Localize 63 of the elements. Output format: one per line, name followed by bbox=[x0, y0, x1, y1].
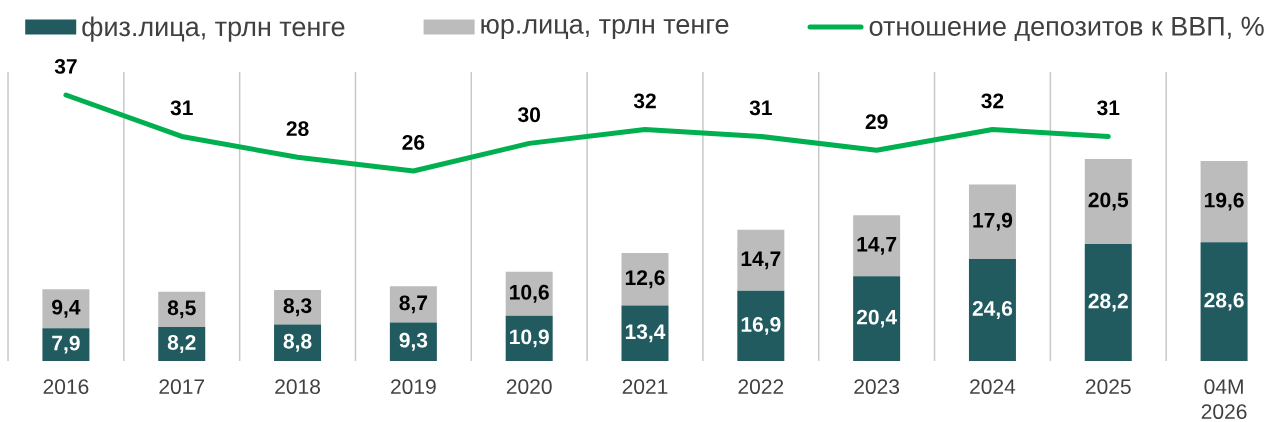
data-label: 13,4 bbox=[625, 324, 666, 343]
legend-label: отношение депозитов к ВВП, % bbox=[869, 16, 1264, 41]
x-tick-label: 2017 bbox=[159, 379, 205, 395]
data-label: 8,8 bbox=[283, 333, 312, 352]
bar bbox=[389, 286, 437, 323]
bar bbox=[1200, 160, 1248, 243]
x-tick-label: 2016 bbox=[43, 379, 89, 395]
data-label: 31 bbox=[1097, 100, 1120, 116]
x-tick-label: 2024 bbox=[970, 379, 1016, 395]
x-tick-label: 04M 2026 bbox=[1201, 379, 1247, 420]
data-label: 8,5 bbox=[167, 300, 196, 319]
data-label: 12,6 bbox=[625, 270, 665, 289]
data-label: 28,6 bbox=[1204, 292, 1244, 311]
data-label: 10,9 bbox=[510, 329, 549, 348]
data-label: 24,6 bbox=[972, 300, 1013, 319]
data-label: 7,9 bbox=[52, 335, 80, 354]
bar bbox=[737, 290, 785, 361]
bar bbox=[853, 215, 901, 277]
x-tick-label: 2022 bbox=[738, 379, 784, 395]
data-label: 20,5 bbox=[1088, 192, 1129, 211]
data-label: 14,7 bbox=[741, 251, 781, 270]
bar bbox=[968, 258, 1016, 361]
data-label: 32 bbox=[981, 93, 1004, 109]
data-label: 8,2 bbox=[167, 335, 196, 353]
data-label: 20,4 bbox=[856, 309, 897, 328]
x-tick-label: 2020 bbox=[506, 379, 552, 395]
bar bbox=[42, 289, 90, 329]
data-label: 28 bbox=[286, 121, 309, 137]
data-label: 9,4 bbox=[52, 299, 81, 318]
data-label: 14,7 bbox=[857, 236, 897, 255]
data-label: 31 bbox=[170, 100, 193, 116]
bar bbox=[274, 324, 322, 361]
bar bbox=[1084, 243, 1132, 361]
data-label: 19,6 bbox=[1204, 192, 1244, 211]
bar bbox=[1084, 158, 1132, 244]
bar bbox=[389, 322, 437, 361]
x-tick-label: 2019 bbox=[391, 379, 436, 395]
x-tick-label: 2021 bbox=[622, 379, 668, 395]
data-label: 37 bbox=[54, 58, 77, 74]
x-tick-label: 2025 bbox=[1085, 379, 1131, 395]
bar bbox=[853, 276, 901, 361]
bar bbox=[621, 305, 669, 361]
data-label: 30 bbox=[518, 107, 541, 123]
bar bbox=[1200, 242, 1248, 361]
data-label: 10,6 bbox=[510, 284, 549, 303]
data-label: 16,9 bbox=[741, 316, 781, 335]
data-label: 9,3 bbox=[399, 332, 428, 351]
data-label: 8,7 bbox=[399, 295, 428, 314]
bar bbox=[621, 253, 669, 306]
data-label: 8,3 bbox=[283, 298, 312, 317]
bar bbox=[42, 328, 90, 361]
legend-label: физ.лица, трлн тенге bbox=[82, 16, 345, 42]
data-label: 28,2 bbox=[1088, 293, 1128, 312]
data-label: 17,9 bbox=[973, 212, 1013, 231]
data-label: 26 bbox=[402, 134, 425, 150]
data-label: 29 bbox=[865, 114, 888, 130]
legend-label: юр.лица, трлн тенге bbox=[481, 18, 729, 40]
data-label: 31 bbox=[749, 100, 772, 116]
x-tick-label: 2018 bbox=[275, 379, 320, 395]
x-tick-label: 2023 bbox=[854, 379, 900, 395]
bar bbox=[737, 229, 785, 291]
data-label: 32 bbox=[633, 93, 656, 109]
bar bbox=[968, 184, 1016, 259]
